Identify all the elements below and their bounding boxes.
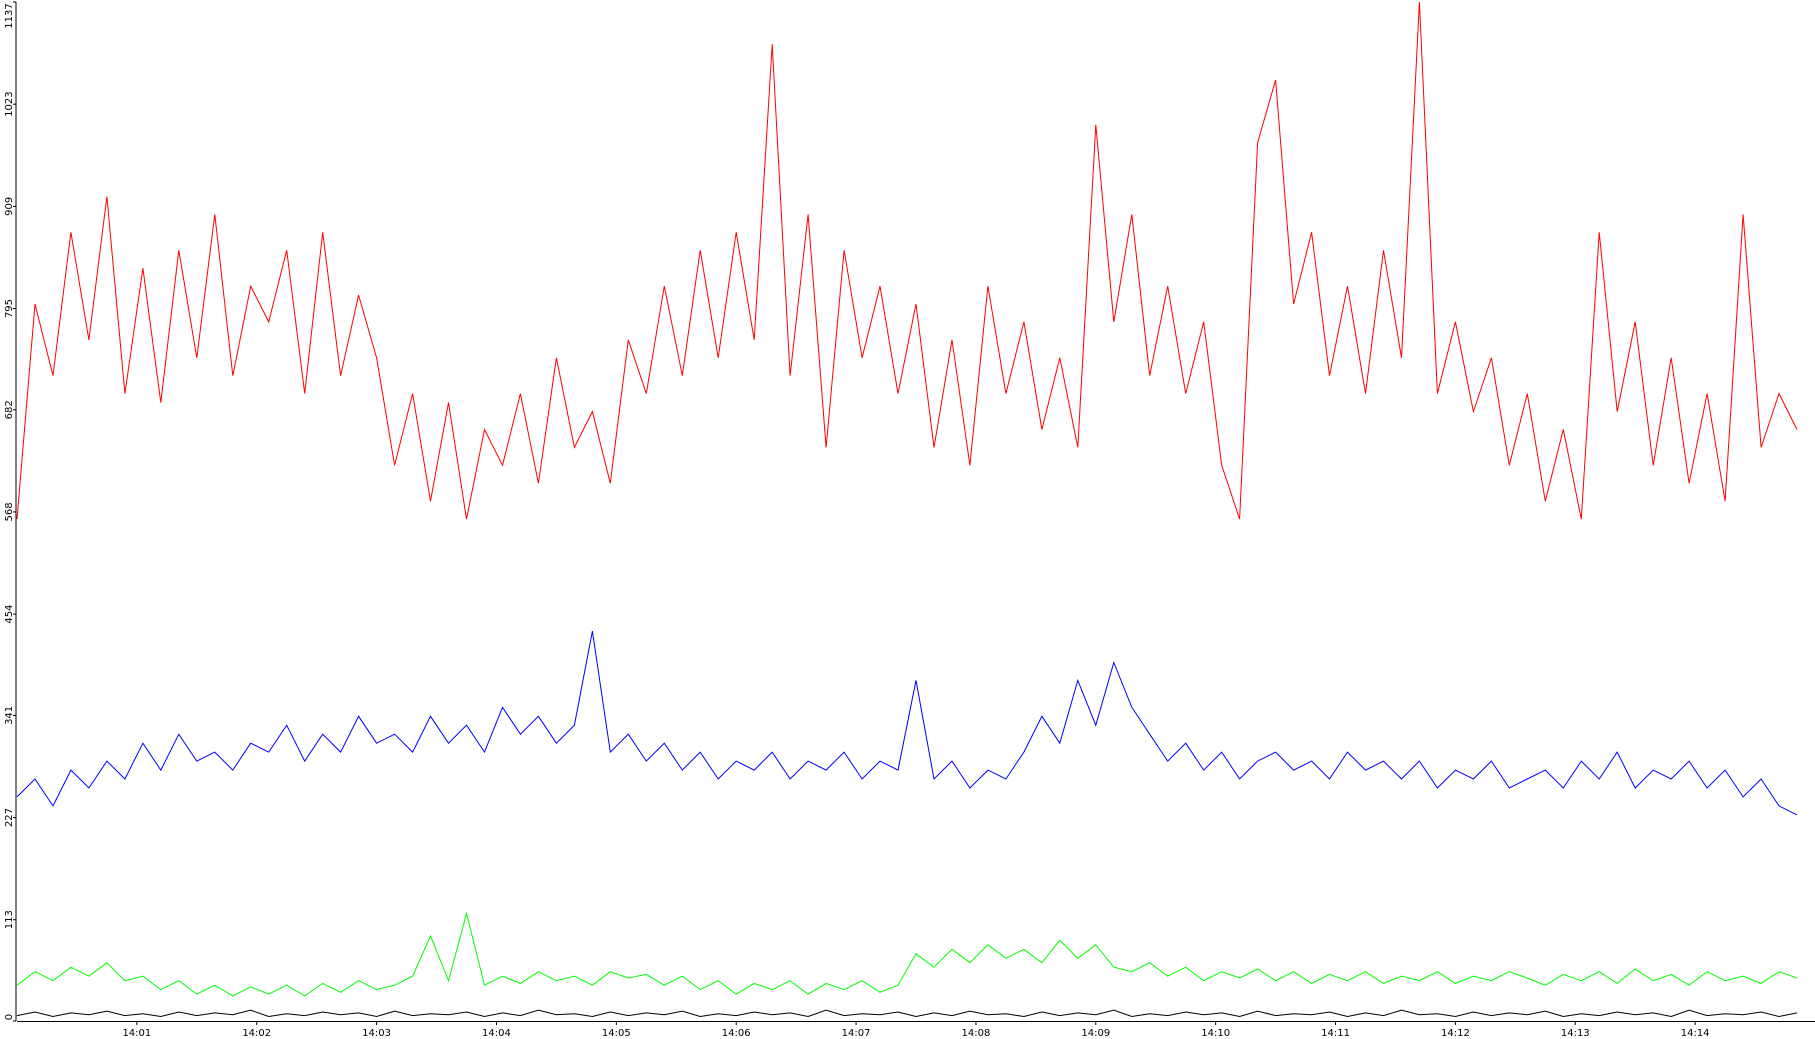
y-tick-label: 682 — [4, 400, 15, 419]
y-tick-label: 341 — [4, 706, 15, 725]
y-tick-label: 1137 — [4, 3, 15, 28]
x-tick-label: 14:03 — [362, 1028, 391, 1039]
series-line — [16, 631, 1798, 816]
x-tick-label: 14:05 — [602, 1028, 631, 1039]
series-line — [16, 911, 1798, 997]
x-tick-label: 14:11 — [1321, 1028, 1350, 1039]
y-tick-label: 0 — [4, 1014, 15, 1020]
x-tick-label: 14:06 — [722, 1028, 751, 1039]
y-tick-label: 909 — [4, 197, 15, 216]
y-tick-label: 795 — [4, 299, 15, 318]
x-tick-label: 14:01 — [122, 1028, 151, 1039]
x-tick-label: 14:14 — [1681, 1028, 1710, 1039]
x-tick-label: 14:02 — [242, 1028, 271, 1039]
x-tick-label: 14:10 — [1201, 1028, 1230, 1039]
x-tick-label: 14:08 — [962, 1028, 991, 1039]
x-tick-label: 14:09 — [1081, 1028, 1110, 1039]
y-tick-label: 227 — [4, 808, 15, 827]
y-tick-label: 1023 — [4, 91, 15, 116]
x-tick-label: 14:13 — [1561, 1028, 1590, 1039]
y-tick-label: 113 — [4, 910, 15, 929]
x-tick-label: 14:12 — [1441, 1028, 1470, 1039]
x-tick-label: 14:07 — [842, 1028, 871, 1039]
x-tick-label: 14:04 — [482, 1028, 511, 1039]
y-tick-label: 568 — [4, 502, 15, 521]
series-line — [16, 1009, 1798, 1018]
series-line — [16, 1, 1798, 520]
y-tick-label: 454 — [4, 605, 15, 624]
